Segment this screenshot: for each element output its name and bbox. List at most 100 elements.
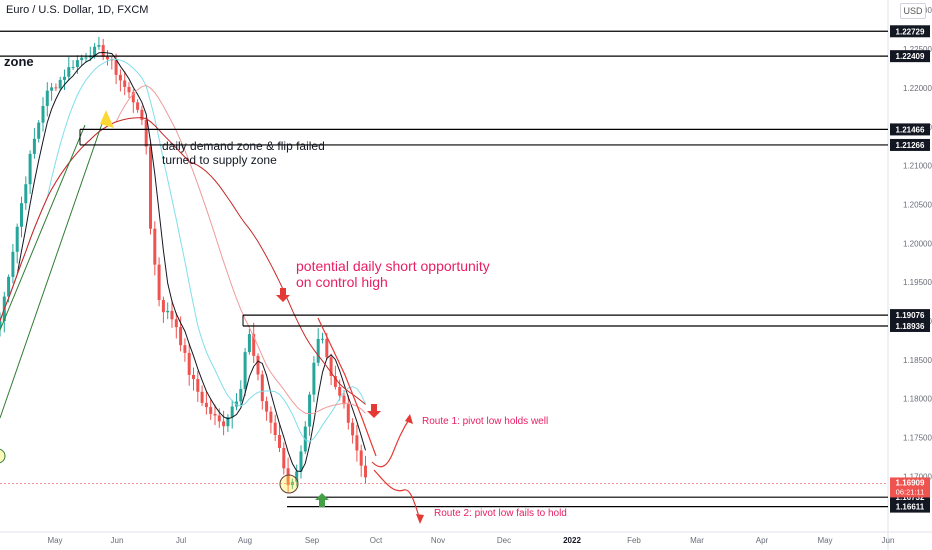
candle-body bbox=[325, 338, 329, 358]
candle-body bbox=[355, 435, 359, 451]
candle-body bbox=[260, 374, 264, 402]
level-price-label: 1.21266 bbox=[896, 141, 925, 150]
candle-body bbox=[20, 203, 23, 227]
candle-body bbox=[273, 422, 277, 436]
candle-body bbox=[32, 138, 36, 154]
red-down-arrow-icon bbox=[276, 288, 290, 302]
candle-body bbox=[200, 391, 204, 403]
candle-body bbox=[308, 394, 312, 427]
level-price-badge bbox=[890, 123, 930, 136]
candle-body bbox=[166, 310, 170, 313]
candle-body bbox=[196, 379, 200, 392]
level-price-badge bbox=[890, 309, 930, 322]
candle-body bbox=[110, 59, 114, 61]
candle-body bbox=[37, 122, 41, 139]
time-tick-label: May bbox=[817, 536, 832, 545]
route-2-text: Route 2: pivot low fails to hold bbox=[434, 508, 567, 519]
time-tick-label: Jun bbox=[111, 536, 124, 545]
price-tick-label: 1.20500 bbox=[903, 200, 932, 209]
candle-body bbox=[351, 422, 355, 436]
candle-body bbox=[58, 79, 62, 89]
demand-zone-text-1: daily demand zone & flip failed bbox=[162, 139, 325, 153]
candle-body bbox=[88, 56, 92, 58]
level-price-label: 1.16611 bbox=[896, 503, 925, 512]
candle-body bbox=[161, 300, 165, 313]
price-tick-label: 1.17000 bbox=[903, 472, 932, 481]
candle-body bbox=[329, 357, 333, 377]
left-pivot-marker bbox=[0, 448, 6, 464]
candle-body bbox=[338, 386, 342, 396]
price-tick-label: 1.22500 bbox=[903, 45, 932, 54]
route-1-text: Route 1: pivot low holds well bbox=[422, 416, 548, 427]
candle-body bbox=[230, 406, 234, 417]
candle-body bbox=[0, 321, 2, 328]
route-2-path bbox=[373, 469, 421, 521]
projection-down-line bbox=[317, 317, 377, 457]
candle-body bbox=[239, 388, 243, 402]
candle-body bbox=[7, 276, 11, 297]
candle-body bbox=[204, 402, 208, 408]
candle-body bbox=[63, 76, 66, 80]
price-tick-label: 1.20000 bbox=[903, 239, 932, 248]
trendline-green-2 bbox=[0, 124, 86, 331]
candle-body bbox=[346, 404, 350, 423]
candle-body bbox=[50, 87, 54, 91]
candle-body bbox=[243, 352, 247, 389]
candle-body bbox=[67, 67, 71, 77]
short-opportunity-text-1: potential daily short opportunity bbox=[296, 258, 490, 274]
red-down-arrow-icon bbox=[367, 404, 381, 418]
time-tick-label: Dec bbox=[497, 536, 511, 545]
candle-body bbox=[295, 471, 299, 482]
level-price-label: 1.21466 bbox=[896, 125, 925, 134]
time-tick-label: Jul bbox=[176, 536, 186, 545]
ma-fast-line bbox=[0, 51, 366, 473]
candle-body bbox=[24, 184, 28, 204]
candle-body bbox=[11, 251, 15, 277]
candle-body bbox=[247, 334, 251, 353]
candle-body bbox=[174, 319, 178, 328]
pivot-low-marker bbox=[279, 474, 299, 494]
time-tick-label: 2022 bbox=[563, 536, 581, 545]
candle-body bbox=[131, 92, 135, 103]
candle-body bbox=[286, 468, 290, 486]
level-price-badge bbox=[890, 138, 930, 151]
candle-body bbox=[222, 421, 226, 427]
short-opportunity-text-2: on control high bbox=[296, 274, 388, 290]
current-price-label: 1.16909 bbox=[896, 478, 925, 487]
candle-body bbox=[80, 57, 84, 61]
candle-body bbox=[123, 80, 127, 87]
candle-body bbox=[265, 401, 269, 412]
price-tick-label: 1.21000 bbox=[903, 162, 932, 171]
ma-long-line bbox=[0, 117, 366, 405]
candle-body bbox=[153, 228, 157, 265]
candle-body bbox=[256, 355, 260, 375]
current-price-badge bbox=[890, 477, 930, 498]
candle-body bbox=[217, 415, 221, 422]
currency-button[interactable]: USD bbox=[900, 3, 926, 19]
candle-body bbox=[144, 119, 148, 147]
level-price-label: 1.22409 bbox=[896, 52, 925, 61]
candle-body bbox=[41, 105, 45, 123]
route-2-arrowhead bbox=[416, 514, 424, 524]
candle-body bbox=[316, 338, 320, 363]
candle-body bbox=[269, 411, 273, 423]
candle-body bbox=[192, 374, 195, 380]
level-price-label: 1.16732 bbox=[896, 493, 925, 502]
candle-body bbox=[71, 67, 75, 69]
demand-zone-text-2: turned to supply zone bbox=[162, 153, 277, 167]
price-tick-label: 1.18000 bbox=[903, 395, 932, 404]
candle-body bbox=[364, 465, 367, 478]
candle-body bbox=[342, 395, 346, 405]
candle-body bbox=[114, 60, 118, 75]
countdown-label: 06:21:11 bbox=[896, 487, 925, 496]
symbol-title: Euro / U.S. Dollar, 1D, FXCM bbox=[6, 4, 149, 16]
candle-body bbox=[93, 46, 97, 57]
ma-mid-line bbox=[0, 58, 366, 443]
level-price-badge bbox=[890, 500, 930, 513]
time-tick-label: Mar bbox=[690, 536, 704, 545]
candle-body bbox=[187, 352, 191, 375]
price-tick-label: 1.17500 bbox=[903, 434, 932, 443]
candle-body bbox=[312, 362, 316, 395]
route-1-arrowhead bbox=[405, 414, 413, 424]
